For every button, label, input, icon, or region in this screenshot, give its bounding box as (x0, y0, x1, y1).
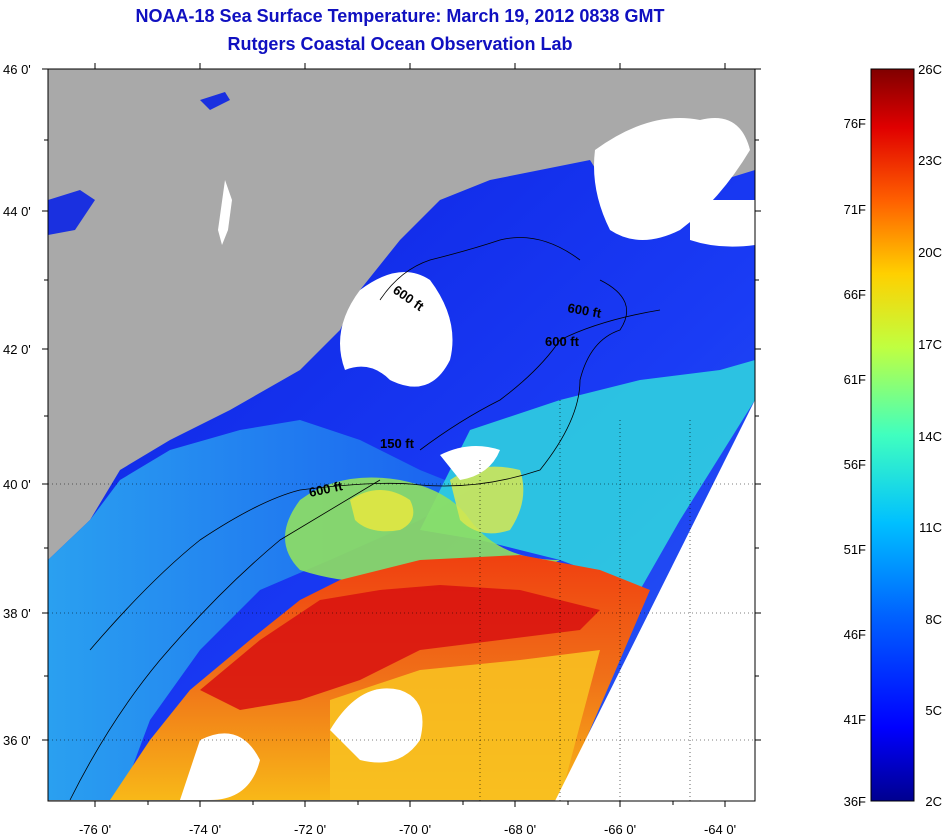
gulf-stream-core (200, 585, 600, 710)
cloud-patch (594, 118, 750, 240)
map-image: 600 ft 600 ft 600 ft 150 ft 600 ft (48, 69, 755, 801)
lake (48, 190, 95, 235)
map-subtitle: Rutgers Coastal Ocean Observation Lab (227, 34, 573, 54)
cloud-patch (690, 200, 755, 247)
lon-label: -72 0' (294, 822, 326, 837)
lake (200, 92, 230, 110)
graticule (48, 400, 755, 801)
warm-eddy-yellow-2 (450, 466, 524, 534)
contour-label: 150 ft (380, 436, 415, 451)
lon-label: -76 0' (79, 822, 111, 837)
cloud-patch (340, 272, 453, 387)
contour-label: 600 ft (308, 478, 345, 500)
cloud-patch (440, 446, 500, 480)
lat-label: 36 0' (3, 733, 31, 748)
lat-label: 38 0' (3, 606, 31, 621)
map-title: NOAA-18 Sea Surface Temperature: March 1… (135, 6, 665, 26)
warm-eddy-yellow (350, 490, 414, 532)
gulf-stream-yellow (330, 650, 600, 800)
lon-label: -74 0' (189, 822, 221, 837)
contour-label: 600 ft (545, 334, 580, 349)
lon-label: -64 0' (704, 822, 736, 837)
lon-ticks (94, 63, 726, 807)
warm-filament-cyan (420, 360, 755, 590)
cloud-patch (180, 733, 260, 800)
lon-label: -70 0' (399, 822, 431, 837)
lat-label: 44 0' (3, 204, 31, 219)
lat-label: 46 0' (3, 62, 31, 77)
cloud-patch (330, 688, 423, 763)
lake (218, 180, 232, 245)
lon-label: -68 0' (504, 822, 536, 837)
lat-label: 40 0' (3, 477, 31, 492)
longitude-axis: -76 0' -74 0' -72 0' -70 0' -68 0' -66 0… (79, 822, 736, 837)
lat-ticks (42, 68, 761, 741)
latitude-axis: 46 0' 44 0' 42 0' 40 0' 38 0' 36 0' (3, 62, 31, 748)
lat-label: 42 0' (3, 342, 31, 357)
map-frame (47, 68, 756, 802)
lon-label: -66 0' (604, 822, 636, 837)
no-data-area (555, 400, 755, 801)
contour-label: 600 ft (566, 300, 603, 321)
depth-contours (69, 237, 661, 801)
